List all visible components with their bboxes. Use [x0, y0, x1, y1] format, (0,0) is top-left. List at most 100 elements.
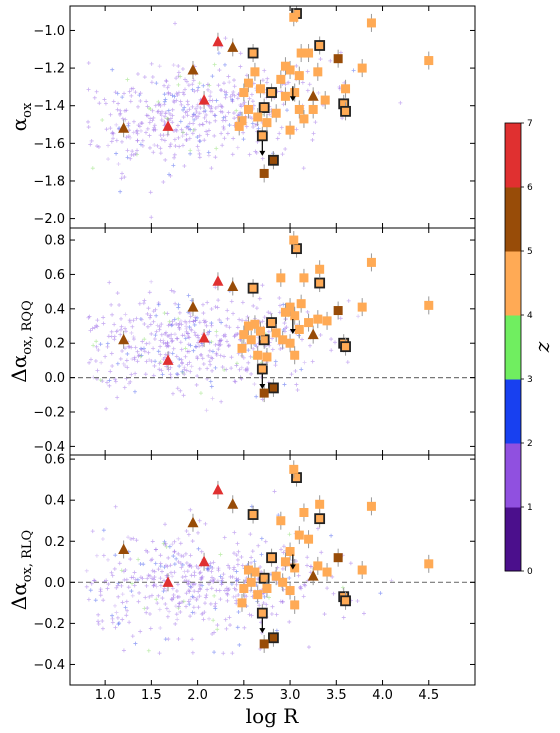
background-cross — [176, 64, 181, 69]
background-cross — [214, 352, 219, 357]
background-cross — [137, 353, 142, 358]
background-cross — [151, 127, 156, 132]
background-cross — [176, 316, 181, 321]
square-point — [315, 264, 325, 274]
background-cross — [212, 577, 217, 582]
background-cross — [248, 532, 253, 537]
background-cross — [190, 637, 195, 642]
background-cross — [143, 595, 148, 600]
background-cross — [168, 91, 173, 96]
background-cross — [249, 371, 254, 376]
background-cross — [310, 137, 315, 142]
background-cross — [212, 113, 217, 118]
background-cross — [222, 367, 227, 372]
boxed-square-point — [340, 105, 351, 117]
background-cross — [181, 115, 186, 120]
background-cross — [136, 104, 141, 109]
background-cross — [306, 645, 311, 650]
square-point — [239, 330, 249, 340]
background-cross — [145, 104, 150, 109]
square-point — [259, 388, 269, 398]
background-cross — [172, 155, 177, 160]
square-point — [237, 343, 247, 353]
background-cross — [214, 329, 219, 334]
boxed-square-point — [314, 513, 326, 525]
background-cross — [181, 107, 186, 112]
background-cross — [175, 617, 180, 622]
background-cross — [216, 568, 221, 573]
background-cross — [294, 382, 299, 387]
background-cross — [86, 597, 91, 602]
square-point — [424, 300, 434, 310]
background-cross — [180, 361, 185, 366]
background-cross — [328, 58, 333, 63]
background-cross — [177, 321, 182, 326]
background-cross — [159, 322, 164, 327]
background-cross — [255, 122, 260, 127]
background-cross — [124, 577, 129, 582]
background-cross — [144, 610, 149, 615]
background-cross — [172, 570, 177, 575]
y-tick-label: 0.0 — [44, 576, 65, 591]
background-cross — [204, 112, 209, 117]
background-cross — [123, 329, 128, 334]
background-cross — [262, 594, 267, 599]
background-cross — [252, 382, 257, 387]
background-cross — [176, 551, 181, 556]
boxed-square-point — [340, 341, 351, 353]
background-cross — [147, 612, 152, 617]
background-cross — [101, 321, 106, 326]
background-cross — [138, 142, 143, 147]
background-cross — [172, 100, 177, 105]
background-cross — [205, 87, 210, 92]
background-cross — [245, 368, 250, 373]
background-cross — [168, 142, 173, 147]
background-cross — [221, 651, 226, 656]
background-cross — [218, 87, 223, 92]
triangle-point — [307, 570, 319, 581]
background-cross — [213, 118, 218, 123]
background-cross — [152, 336, 157, 341]
background-cross — [105, 557, 110, 562]
y-tick-label: −2.0 — [33, 212, 65, 227]
background-cross — [196, 546, 201, 551]
background-cross — [155, 323, 160, 328]
background-cross — [246, 360, 251, 365]
background-cross — [130, 324, 135, 329]
square-point — [424, 559, 434, 569]
background-cross — [132, 357, 137, 362]
triangle-point — [118, 333, 130, 345]
background-cross — [182, 92, 187, 97]
x-axis: log R 1.0 1.5 2.0 2.5 3.0 3.5 4.0 4.5 — [95, 688, 439, 728]
background-cross — [104, 406, 109, 411]
background-cross — [305, 578, 310, 583]
background-cross — [170, 120, 175, 125]
background-cross — [126, 535, 131, 540]
background-cross — [278, 599, 283, 604]
square-point — [243, 565, 253, 575]
background-cross — [158, 344, 163, 349]
background-cross — [150, 74, 155, 79]
background-cross — [262, 68, 267, 73]
background-cross — [146, 350, 151, 355]
background-cross — [177, 144, 182, 149]
background-cross — [201, 361, 206, 366]
background-cross — [340, 585, 345, 590]
background-cross — [128, 537, 133, 542]
background-cross — [123, 312, 128, 317]
background-cross — [236, 610, 241, 615]
background-cross — [226, 344, 231, 349]
background-cross — [226, 74, 231, 79]
background-cross — [281, 302, 286, 307]
background-cross — [117, 302, 122, 307]
background-cross — [153, 333, 158, 338]
background-cross — [106, 334, 111, 339]
background-cross — [221, 124, 226, 129]
background-cross — [174, 371, 179, 376]
background-cross — [283, 82, 288, 87]
background-cross — [212, 133, 217, 138]
background-cross — [113, 90, 118, 95]
background-cross — [141, 301, 146, 306]
background-cross — [132, 389, 137, 394]
background-cross — [181, 599, 186, 604]
